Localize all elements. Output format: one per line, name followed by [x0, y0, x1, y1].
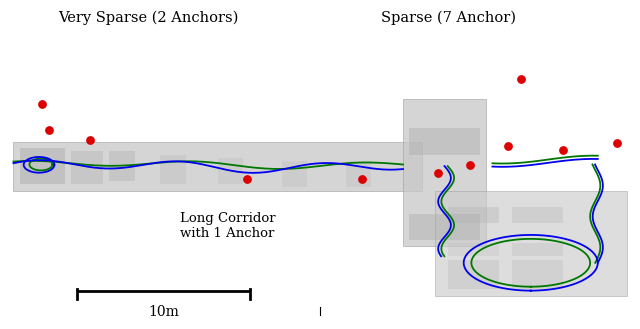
Point [37, 101, 47, 107]
Bar [511, 260, 563, 289]
Bar [435, 191, 627, 295]
Bar [13, 141, 422, 191]
Text: Sparse (7 Anchor): Sparse (7 Anchor) [381, 11, 516, 25]
Point [433, 170, 444, 175]
Point [241, 177, 252, 182]
Bar [403, 99, 486, 246]
Point [44, 127, 54, 133]
Bar [346, 161, 371, 188]
Point [503, 144, 513, 149]
Text: Long Corridor
with 1 Anchor: Long Corridor with 1 Anchor [180, 212, 275, 240]
Bar [511, 243, 563, 256]
Point [85, 137, 95, 142]
Point [516, 77, 526, 82]
Text: 10m: 10m [148, 305, 179, 319]
Point [557, 147, 568, 152]
Bar [448, 260, 499, 289]
Point [465, 162, 475, 167]
Bar [448, 207, 499, 223]
Bar [511, 207, 563, 223]
Bar [218, 158, 243, 184]
Bar [448, 243, 499, 256]
Bar [282, 161, 307, 188]
Bar [71, 151, 103, 184]
Text: Very Sparse (2 Anchors): Very Sparse (2 Anchors) [58, 11, 239, 25]
Bar [161, 155, 186, 184]
Bar [410, 214, 479, 240]
Bar [410, 128, 479, 155]
Bar [20, 148, 65, 184]
Bar [109, 151, 135, 181]
Point [356, 177, 367, 182]
Point [612, 140, 622, 146]
